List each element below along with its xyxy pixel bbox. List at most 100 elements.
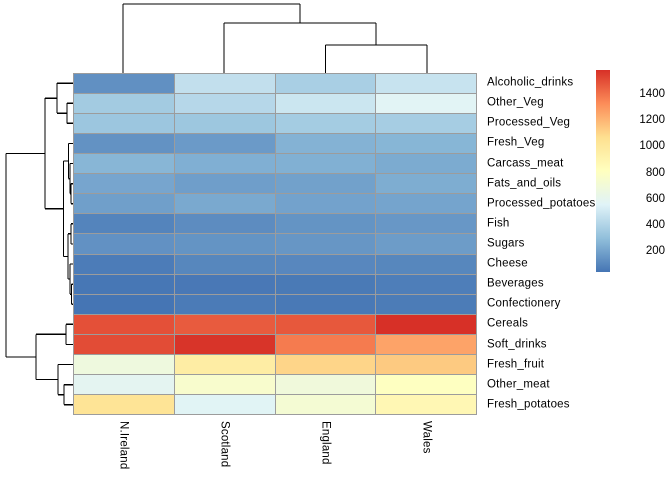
heatmap-cell	[174, 394, 275, 414]
heatmap-cell	[376, 274, 476, 294]
heatmap-cell	[275, 214, 376, 234]
heatmap-cell	[275, 354, 376, 374]
row-label: Alcoholic_drinks	[487, 76, 574, 89]
heatmap-cell	[275, 194, 376, 214]
heatmap-cell	[174, 134, 275, 154]
heatmap-cell	[376, 234, 476, 254]
heatmap-cell	[74, 194, 174, 214]
legend-tick-label: 200	[645, 245, 665, 258]
heatmap-cell	[74, 294, 174, 314]
legend-tick-label: 400	[645, 218, 665, 231]
heatmap-cell	[376, 314, 476, 334]
column-label: N.Ireland	[117, 421, 130, 470]
heatmap-cell	[376, 334, 476, 354]
heatmap-cell	[275, 154, 376, 174]
heatmap-cell	[74, 134, 174, 154]
heatmap-cell	[74, 174, 174, 194]
heatmap-cell	[174, 194, 275, 214]
heatmap-cell	[275, 394, 376, 414]
row-label: Sugars	[487, 237, 525, 250]
heatmap-cell	[174, 294, 275, 314]
heatmap-cell	[275, 334, 376, 354]
column-label: Scotland	[218, 421, 231, 468]
heatmap-cell	[174, 154, 275, 174]
row-label: Fresh_potatoes	[487, 398, 570, 411]
heatmap-cell	[376, 94, 476, 114]
row-label: Cheese	[487, 257, 528, 270]
column-dendrogram	[122, 3, 428, 73]
row-label: Processed_potatoes	[487, 197, 596, 210]
heatmap-cell	[275, 294, 376, 314]
row-label: Other_Veg	[487, 96, 544, 109]
heatmap-cell	[376, 374, 476, 394]
heatmap-cell	[275, 234, 376, 254]
row-label: Fats_and_oils	[487, 177, 562, 190]
row-label: Confectionery	[487, 297, 561, 310]
heatmap-cell	[275, 254, 376, 274]
row-label: Cereals	[487, 317, 529, 330]
legend-tick-label: 1000	[639, 140, 665, 153]
heatmap-cell	[275, 174, 376, 194]
heatmap-cell	[376, 174, 476, 194]
row-label: Fresh_Veg	[487, 136, 545, 149]
row-label: Fresh_fruit	[487, 358, 545, 371]
heatmap-cell	[275, 94, 376, 114]
heatmap-cell	[74, 94, 174, 114]
heatmap-cell	[174, 174, 275, 194]
heatmap-cell	[74, 374, 174, 394]
heatmap-cell	[174, 74, 275, 94]
heatmap-cell	[74, 114, 174, 134]
heatmap-cell	[376, 394, 476, 414]
heatmap-cell	[174, 234, 275, 254]
row-label: Processed_Veg	[487, 116, 571, 129]
row-label: Carcass_meat	[487, 157, 564, 170]
heatmap-cell	[275, 114, 376, 134]
legend-tick-label: 1200	[639, 114, 665, 127]
heatmap-cell	[376, 254, 476, 274]
heatmap-cell	[174, 114, 275, 134]
heatmap-cell	[74, 394, 174, 414]
heatmap-cell	[74, 154, 174, 174]
heatmap-cell	[174, 274, 275, 294]
row-label: Other_meat	[487, 378, 550, 391]
heatmap-cell	[275, 274, 376, 294]
heatmap-cell	[376, 134, 476, 154]
heatmap-cell	[174, 354, 275, 374]
heatmap-cell	[376, 214, 476, 234]
heatmap-cell	[74, 314, 174, 334]
heatmap-cell	[275, 374, 376, 394]
heatmap-cell	[275, 74, 376, 94]
legend-tick-label: 1400	[639, 87, 665, 100]
heatmap-cell	[174, 214, 275, 234]
heatmap-cell	[174, 254, 275, 274]
heatmap-cell	[174, 374, 275, 394]
heatmap-cell	[376, 154, 476, 174]
column-label: England	[319, 421, 332, 465]
heatmap-cell	[74, 74, 174, 94]
heatmap-cell	[74, 214, 174, 234]
heatmap-cell	[275, 134, 376, 154]
legend-tick-label: 800	[645, 166, 665, 179]
heatmap-cell	[376, 194, 476, 214]
heatmap-cell	[74, 274, 174, 294]
heatmap-cell	[174, 334, 275, 354]
heatmap-cell	[376, 354, 476, 374]
legend-tick-label: 600	[645, 192, 665, 205]
row-dendrogram	[5, 82, 73, 406]
heatmap-cell	[74, 234, 174, 254]
legend-colorbar	[596, 70, 610, 272]
heatmap-cell	[275, 314, 376, 334]
heatmap-cell	[74, 334, 174, 354]
heatmap-cell	[376, 294, 476, 314]
row-label: Beverages	[487, 277, 544, 290]
heatmap-grid	[73, 73, 477, 415]
heatmap-cell	[174, 94, 275, 114]
column-label: Wales	[420, 421, 433, 454]
row-label: Soft_drinks	[487, 338, 547, 351]
heatmap-cell	[376, 114, 476, 134]
heatmap-cell	[74, 254, 174, 274]
heatmap-cell	[74, 354, 174, 374]
row-label: Fish	[487, 217, 510, 230]
heatmap-cell	[174, 314, 275, 334]
heatmap-cell	[376, 74, 476, 94]
